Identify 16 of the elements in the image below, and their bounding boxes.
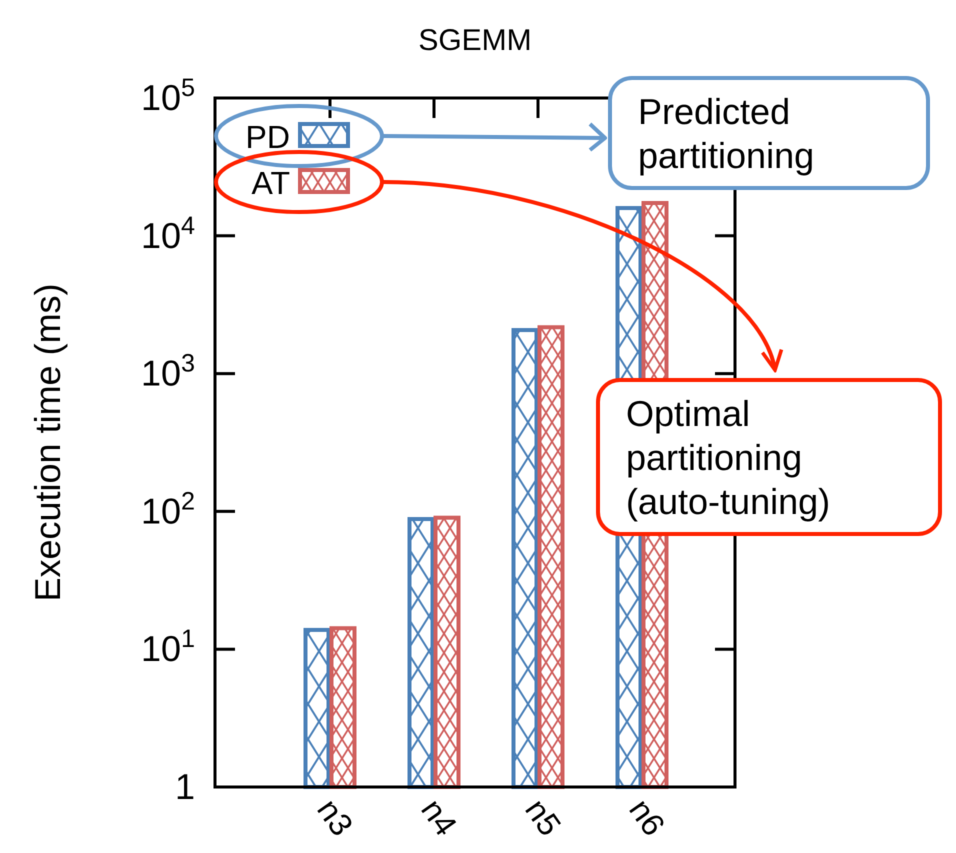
annotation: Optimal partitioning (auto-tuning) xyxy=(626,393,830,522)
annotation: Predicted partitioning xyxy=(638,91,814,176)
x-tick-label: n4 xyxy=(414,792,464,842)
x-tick-label: n5 xyxy=(518,792,568,842)
y-tick-label: 10$^{2}$ xyxy=(140,487,195,532)
y-tick-label: 10$^{4}$ xyxy=(140,212,195,256)
x-tick-label: n3 xyxy=(310,792,360,842)
y-tick-label: 10$^{1}$ xyxy=(140,625,195,670)
legend-label: AT xyxy=(251,165,290,201)
chart-title: SGEMM xyxy=(418,24,532,57)
y-axis-title: Execution time (ms) xyxy=(27,283,68,602)
legend-label: PD xyxy=(246,119,290,155)
x-tick-label: n6 xyxy=(622,792,672,842)
y-tick-label: 10$^{5}$ xyxy=(140,74,195,118)
y-tick-label: 10$^{3}$ xyxy=(140,350,195,394)
y-tick-label: 1 xyxy=(174,766,195,807)
